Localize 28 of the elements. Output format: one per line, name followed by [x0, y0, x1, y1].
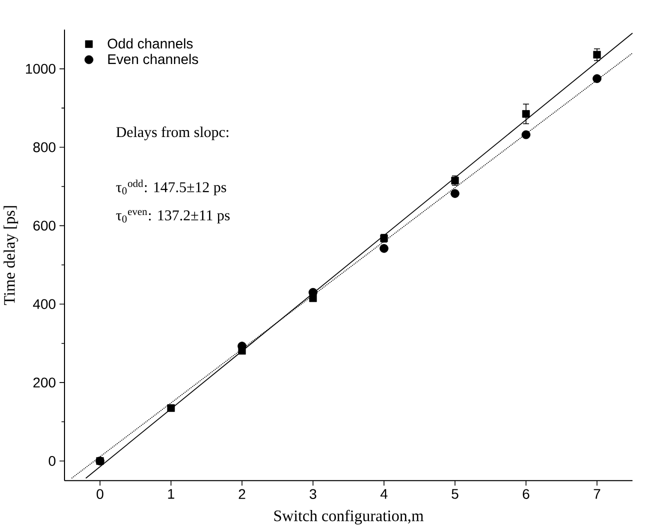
point: [593, 50, 601, 58]
x-tick-label: 7: [594, 489, 600, 499]
point: [450, 189, 460, 198]
x-tick-label: 5: [452, 489, 458, 499]
point: [167, 404, 175, 412]
point: [592, 74, 602, 84]
x-axis-title: Switch configuration,m: [274, 510, 424, 525]
x-tick-label: 3: [310, 489, 316, 500]
annotation: τ$_{0}$$^{odd}$: 147.5±12 ps: [116, 180, 226, 196]
point: [522, 110, 530, 118]
x-tick-label: 1: [168, 489, 174, 499]
x-tick-label: 4: [380, 489, 388, 499]
annotation: τ$_{0}$$^{even}$: 137.2±11 ps: [116, 210, 230, 224]
annotation: Delays from slopc:: [116, 126, 228, 140]
y-tick-label: 0: [48, 456, 56, 466]
x-tick-label: 0: [96, 489, 104, 500]
point: [522, 130, 530, 140]
y-tick-label: 200: [33, 378, 56, 388]
legend-label: Odd channels: [108, 38, 193, 49]
y-axis-title: Time delay [ps]: [4, 206, 18, 306]
y-tick-label: 800: [33, 142, 56, 152]
point: [380, 244, 388, 253]
y-tick-label: 1000: [26, 64, 56, 74]
x-tick-label: 6: [522, 489, 530, 500]
y-tick-label: 400: [33, 299, 56, 310]
x-tick-label: 2: [238, 489, 246, 499]
y-tick-label: 600: [33, 220, 56, 231]
legend-label: Even channels: [108, 54, 198, 64]
